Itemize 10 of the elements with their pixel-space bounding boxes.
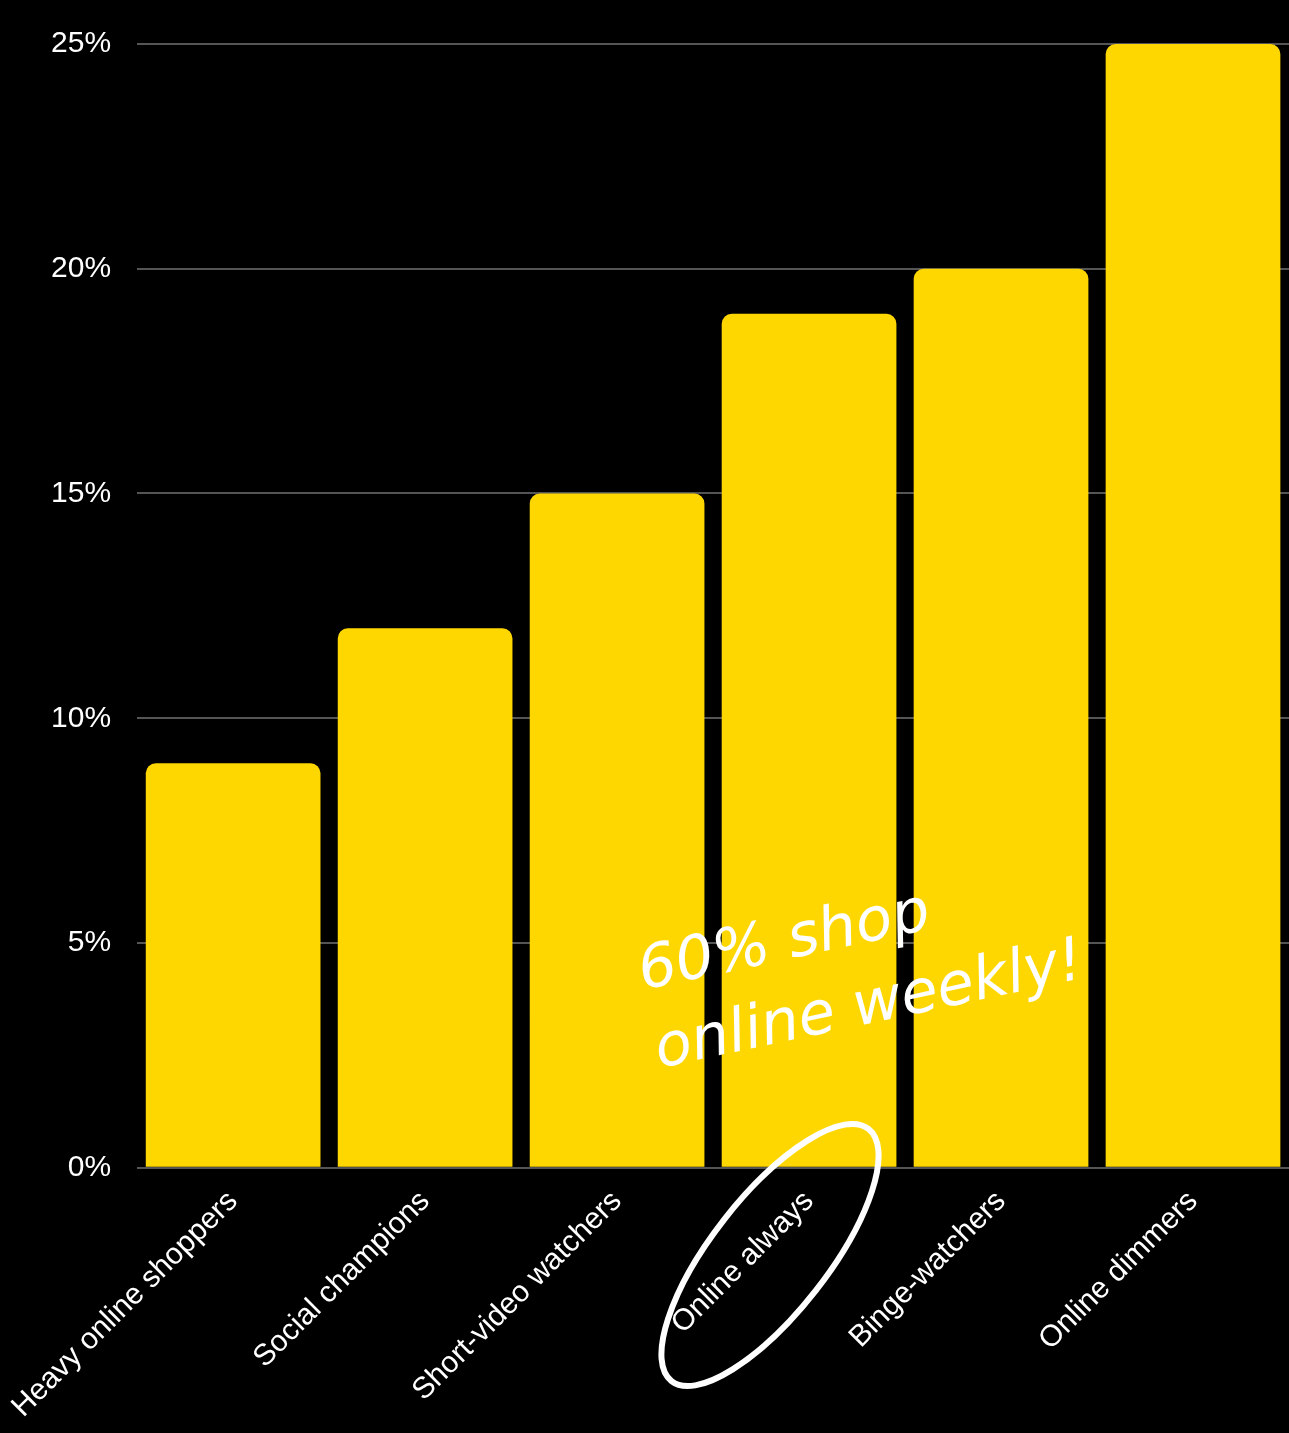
y-tick-label: 5% [67, 924, 112, 958]
y-tick-label: 10% [51, 699, 112, 733]
y-tick-label: 25% [51, 25, 112, 59]
y-tick-label: 0% [67, 1149, 112, 1183]
bar [1105, 44, 1281, 1167]
y-tick-label: 20% [51, 250, 112, 284]
bar [337, 628, 513, 1167]
y-tick-label: 15% [51, 474, 112, 508]
annotation: 60% shop online weekly! [630, 872, 1090, 1084]
bar [145, 763, 321, 1167]
